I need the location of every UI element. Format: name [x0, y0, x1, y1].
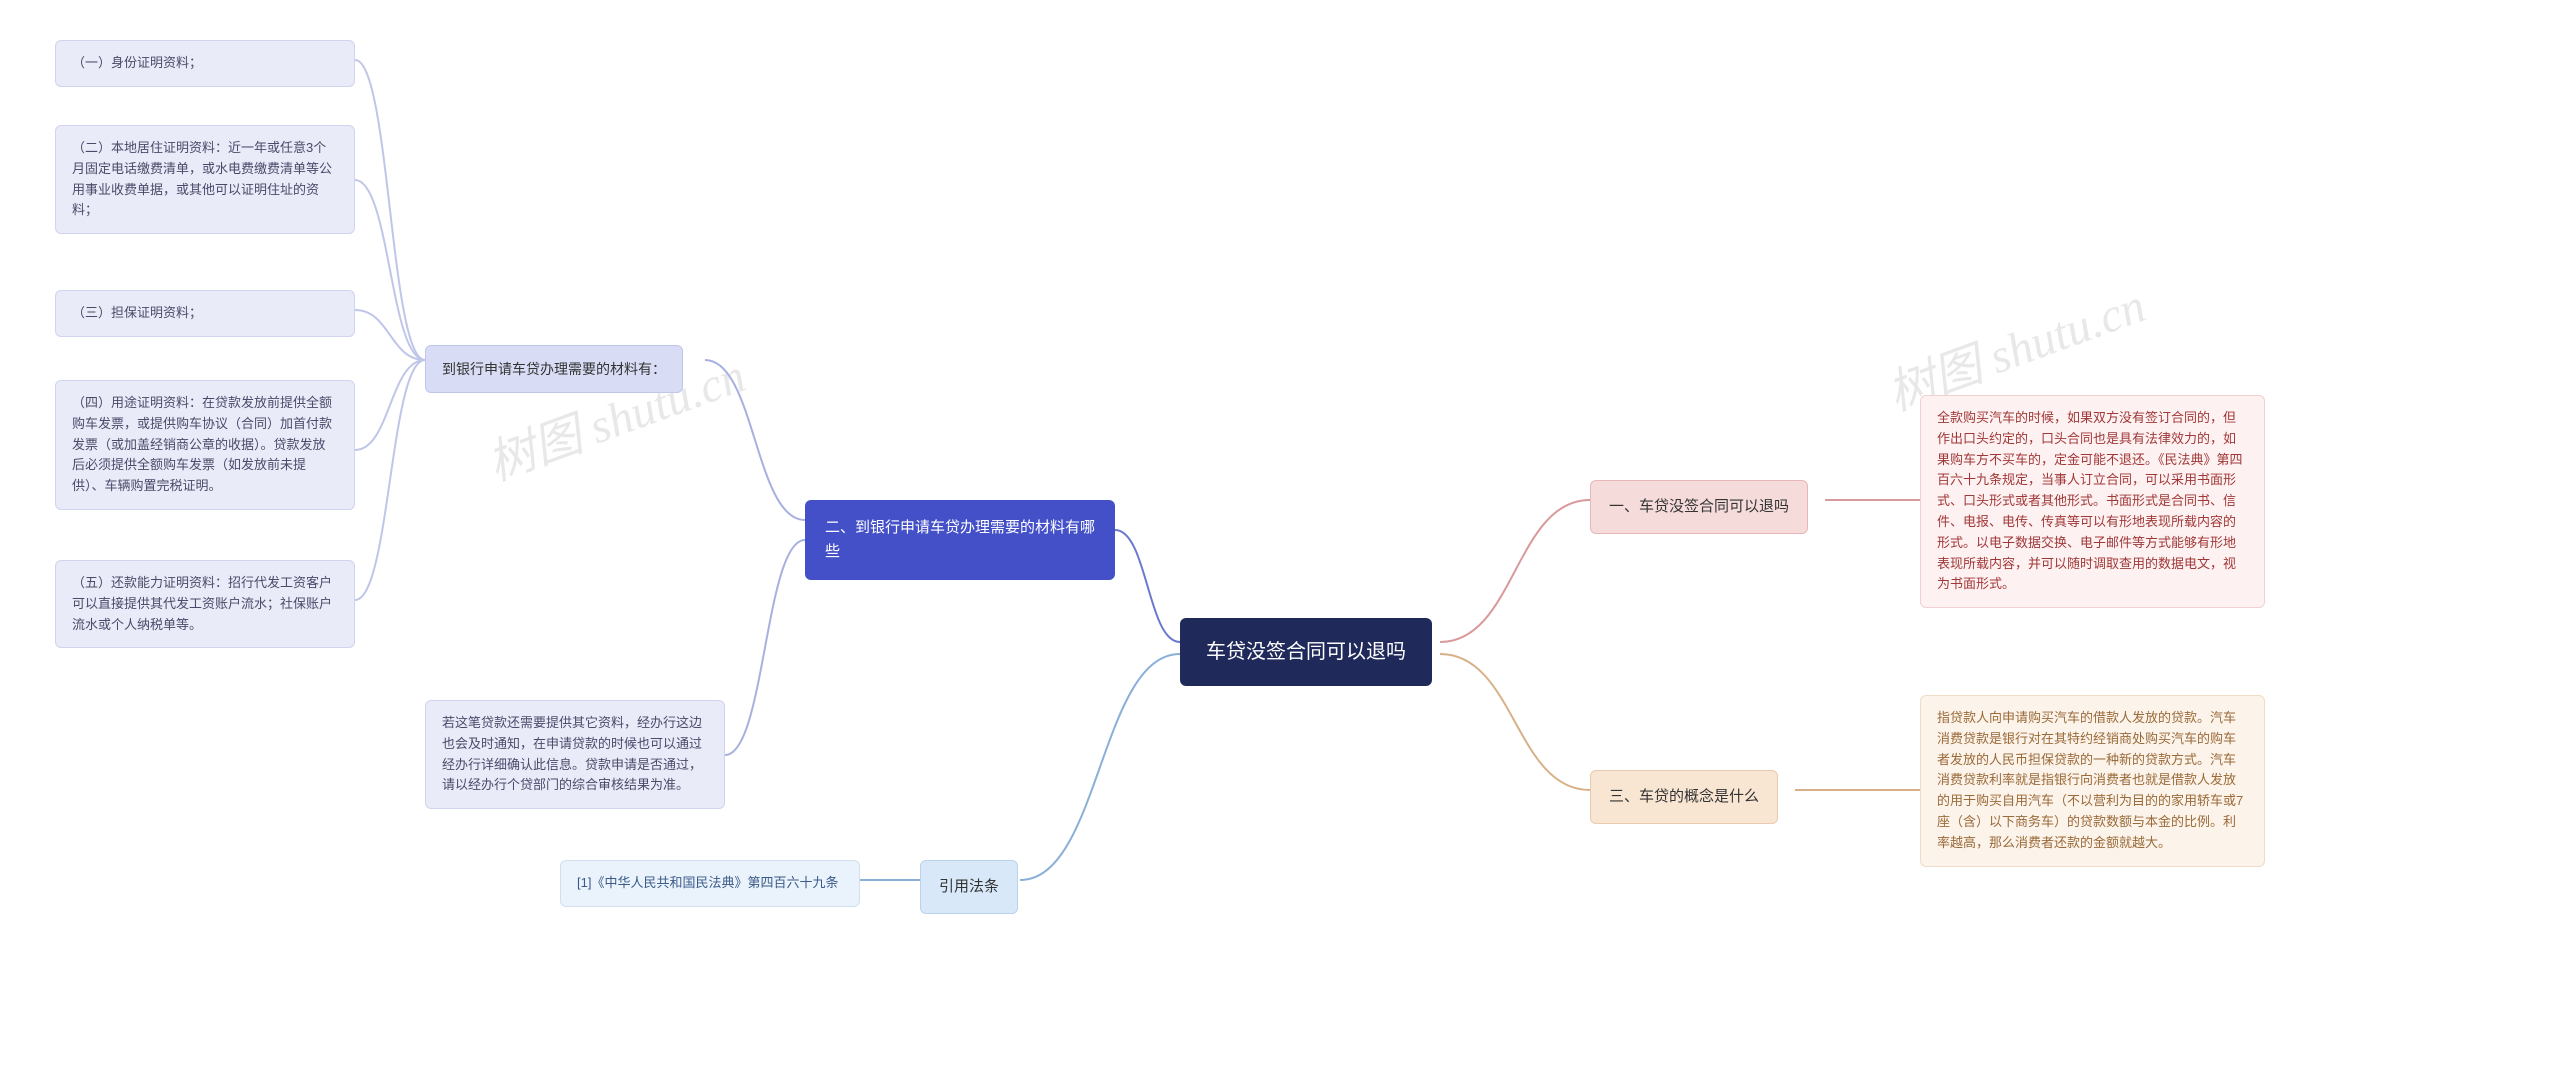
- branch-4: 引用法条: [920, 860, 1018, 914]
- branch-4-leaf: [1]《中华人民共和国民法典》第四百六十九条: [560, 860, 860, 907]
- branch-1-leaf: 全款购买汽车的时候，如果双方没有签订合同的，但作出口头约定的，口头合同也是具有法…: [1920, 395, 2265, 608]
- branch-3: 三、车贷的概念是什么: [1590, 770, 1778, 824]
- root-node: 车贷没签合同可以退吗: [1180, 618, 1432, 686]
- branch-2-item-2: （二）本地居住证明资料：近一年或任意3个月固定电话缴费清单，或水电费缴费清单等公…: [55, 125, 355, 234]
- branch-2-item-5: （五）还款能力证明资料：招行代发工资客户可以直接提供其代发工资账户流水；社保账户…: [55, 560, 355, 648]
- branch-2-item-4: （四）用途证明资料：在贷款发放前提供全额购车发票，或提供购车协议（合同）加首付款…: [55, 380, 355, 510]
- branch-1: 一、车贷没签合同可以退吗: [1590, 480, 1808, 534]
- branch-2: 二、到银行申请车贷办理需要的材料有哪些: [805, 500, 1115, 580]
- branch-3-leaf: 指贷款人向申请购买汽车的借款人发放的贷款。汽车消费贷款是银行对在其特约经销商处购…: [1920, 695, 2265, 867]
- branch-2-item-3: （三）担保证明资料；: [55, 290, 355, 337]
- branch-2-item-1: （一）身份证明资料；: [55, 40, 355, 87]
- branch-2-note: 若这笔贷款还需要提供其它资料，经办行这边也会及时通知，在申请贷款的时候也可以通过…: [425, 700, 725, 809]
- branch-2-sub: 到银行申请车贷办理需要的材料有：: [425, 345, 683, 393]
